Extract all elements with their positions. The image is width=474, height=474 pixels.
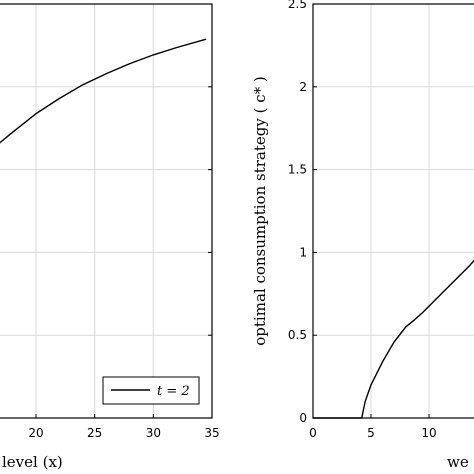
right-panel: 0 0.5 1 1.5 2 2.5 0 5 10 optimal consumption st… <box>251 0 474 471</box>
right-y-tick-label: 1.5 <box>288 163 307 177</box>
right-y-ticks: 0 0.5 1 1.5 2 2.5 <box>288 0 317 425</box>
right-x-ticks: 0 5 10 <box>309 414 437 440</box>
left-x-axis-label: level (x) <box>2 453 63 471</box>
right-x-axis-label: we <box>447 453 469 471</box>
right-x-tick-label: 5 <box>367 426 375 440</box>
right-y-tick-label: 0 <box>299 411 307 425</box>
left-panel: 20 25 30 35 t = 2 level (x) <box>0 3 220 471</box>
left-x-ticks: 20 25 30 35 <box>28 86 220 440</box>
right-x-tick-label: 10 <box>421 426 436 440</box>
right-plot-frame <box>312 3 474 419</box>
legend-box <box>102 376 200 405</box>
right-y-tick-label: 2.5 <box>288 0 307 11</box>
right-y-axis-label: optimal consumption strategy ( c* ) <box>251 76 269 345</box>
right-y-tick-label: 1 <box>299 245 307 259</box>
left-x-tick-label: 20 <box>28 426 43 440</box>
legend-entry-label: t = 2 <box>157 384 190 399</box>
left-grid <box>0 4 212 418</box>
right-grid <box>313 4 474 418</box>
left-legend: t = 2 <box>102 376 200 405</box>
left-x-tick-label: 35 <box>204 426 219 440</box>
right-y-tick-label: 2 <box>299 80 307 94</box>
right-series-line <box>313 259 474 419</box>
left-plot-frame <box>0 3 213 419</box>
left-x-tick-label: 25 <box>87 426 102 440</box>
right-y-tick-label: 0.5 <box>288 328 307 342</box>
right-x-tick-label: 0 <box>309 426 317 440</box>
left-x-tick-label: 30 <box>146 426 161 440</box>
left-series-line <box>0 38 207 144</box>
